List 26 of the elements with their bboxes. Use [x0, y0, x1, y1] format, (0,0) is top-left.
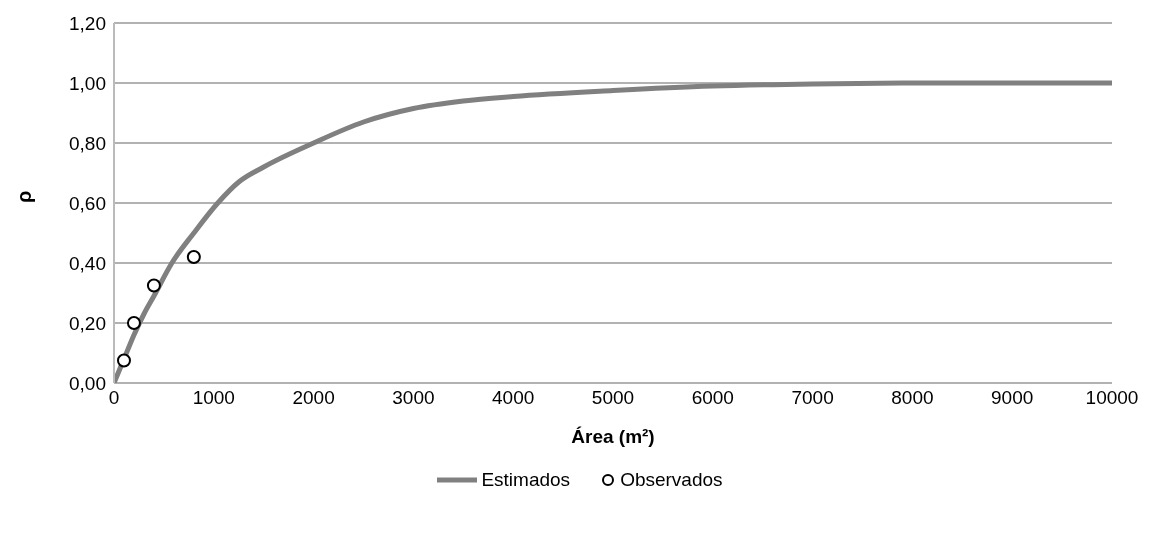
x-tick-label: 6000	[691, 387, 734, 409]
legend-label: Observados	[620, 469, 723, 491]
x-tick-label: 1000	[192, 387, 235, 409]
y-tick-label: 0,40	[69, 252, 106, 274]
x-tick-label: 7000	[791, 387, 834, 409]
x-tick-label: 4000	[492, 387, 535, 409]
y-tick-label: 0,00	[69, 372, 106, 394]
x-tick-label: 5000	[591, 387, 635, 409]
x-tick-label: 3000	[392, 387, 435, 409]
y-axis-title: ρ	[13, 190, 36, 203]
y-tick-label: 0,60	[69, 192, 106, 214]
point	[116, 353, 131, 368]
point	[126, 316, 141, 330]
x-tick-label: 2000	[292, 387, 335, 409]
legend-label: Estimados	[481, 469, 571, 491]
y-tick-label: 0,20	[69, 312, 106, 334]
y-tick-label: 1,00	[69, 72, 106, 94]
point	[146, 278, 161, 293]
x-tick-label: 9000	[991, 387, 1034, 409]
y-tick-label: 1,20	[69, 12, 106, 34]
x-tick-label: 8000	[891, 387, 934, 409]
x-axis-title: Área (m²)	[571, 426, 655, 447]
y-tick-label: 0,80	[69, 132, 106, 154]
x-tick-label: 10000	[1085, 387, 1139, 409]
point	[186, 250, 201, 264]
x-tick-label: 0	[108, 387, 120, 409]
